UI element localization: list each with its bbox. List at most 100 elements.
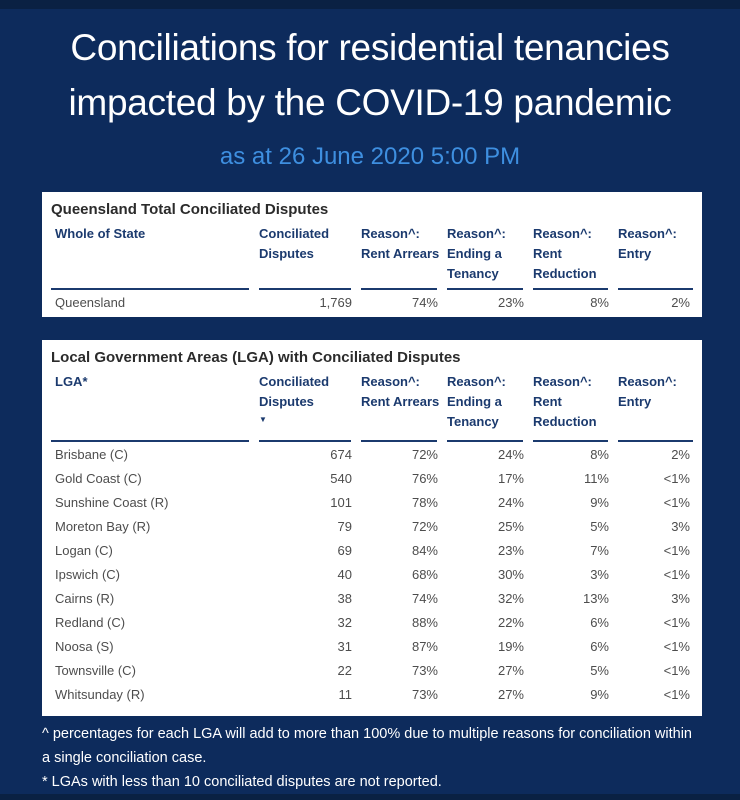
value-cell: 74% [411, 294, 438, 310]
value-cell: 84% [411, 542, 438, 558]
header-row: Whole of State Conciliated Disputes Reason… [51, 224, 693, 290]
top-edge-strip [0, 0, 740, 9]
report-timestamp: as at 26 June 2020 5:00 PM [219, 143, 521, 170]
column-header-label: Reason^: Entry [618, 226, 677, 261]
lga-table: LGA* Conciliated Disputes ▼ Reason^: Rent A… [51, 372, 693, 706]
value-cell: 3% [671, 518, 690, 534]
column-header[interactable]: Reason^: Rent Arrears [361, 224, 447, 290]
value-cell: 40 [337, 566, 352, 582]
table-row: Brisbane (C) 674 72% 24% 8% 2% [51, 442, 693, 466]
value-cell: 8% [590, 294, 609, 310]
value-cell: 72% [411, 518, 438, 534]
table-row: Ipswich (C) 40 68% 30% 3% <1% [51, 562, 693, 586]
value-cell: 78% [411, 494, 438, 510]
column-header[interactable]: Conciliated Disputes [259, 224, 361, 290]
value-cell: 7% [590, 542, 609, 558]
row-label-cell: Redland (C) [55, 614, 126, 630]
table-row: Redland (C) 32 88% 22% 6% <1% [51, 610, 693, 634]
value-cell: 27% [497, 662, 524, 678]
value-cell: 88% [411, 614, 438, 630]
table-row: Cairns (R) 38 74% 32% 13% 3% [51, 586, 693, 610]
value-cell: 9% [590, 686, 609, 702]
value-cell: 5% [590, 518, 609, 534]
row-label-cell: Logan (C) [55, 542, 113, 558]
value-cell: 76% [411, 470, 438, 486]
value-cell: 11 [338, 686, 353, 702]
row-label-cell: Brisbane (C) [55, 446, 128, 462]
footnote-lga-threshold: * LGAs with less than 10 conciliated dis… [42, 774, 442, 790]
value-cell: 31 [337, 638, 352, 654]
row-label-cell: Sunshine Coast (R) [55, 494, 169, 510]
column-header[interactable]: Reason^: Entry [618, 372, 693, 442]
value-cell: 23% [497, 294, 524, 310]
column-header[interactable]: Reason^: Rent Arrears [361, 372, 447, 442]
row-label-cell: Noosa (S) [55, 638, 114, 654]
value-cell: 9% [590, 494, 609, 510]
column-header[interactable]: LGA* [51, 372, 259, 442]
value-cell: 73% [411, 662, 438, 678]
value-cell: 23% [497, 542, 524, 558]
value-cell: 27% [497, 686, 524, 702]
column-header-label: Conciliated Disputes [259, 226, 330, 261]
value-cell: 22 [337, 662, 352, 678]
value-cell: 2% [671, 294, 690, 310]
value-cell: 72% [411, 446, 438, 462]
value-cell: 5% [590, 662, 609, 678]
row-label-cell: Queensland [55, 294, 126, 310]
column-header-label: Whole of State [55, 226, 146, 241]
table-row: Queensland 1,769 74% 23% 8% 2% [51, 290, 693, 314]
table-row: Logan (C) 69 84% 23% 7% <1% [51, 538, 693, 562]
table-row: Sunshine Coast (R) 101 78% 24% 9% <1% [51, 490, 693, 514]
value-cell: 17% [497, 470, 524, 486]
value-cell: <1% [663, 662, 690, 678]
value-cell: 69 [337, 542, 352, 558]
value-cell: 87% [411, 638, 438, 654]
value-cell: 674 [330, 446, 352, 462]
page-title-line1: Conciliations for residential tenancies [70, 27, 670, 68]
value-cell: 79 [337, 518, 352, 534]
value-cell: 32 [337, 614, 352, 630]
table-row: Whitsunday (R) 11 73% 27% 9% <1% [51, 682, 693, 706]
column-header-label: Reason^: Rent Arrears [361, 374, 440, 409]
column-header-label: LGA* [55, 374, 88, 389]
value-cell: 68% [411, 566, 438, 582]
value-cell: 540 [330, 470, 352, 486]
column-header-label: Reason^: Rent Reduction [533, 374, 597, 429]
value-cell: 3% [590, 566, 609, 582]
state-totals-card: Queensland Total Conciliated Disputes Wh… [42, 192, 702, 317]
sort-descending-icon: ▼ [259, 415, 267, 424]
value-cell: 73% [411, 686, 438, 702]
column-header[interactable]: Reason^: Ending a Tenancy [447, 372, 533, 442]
row-label-cell: Townsville (C) [55, 662, 136, 678]
state-totals-table: Whole of State Conciliated Disputes Reason… [51, 224, 693, 314]
column-header[interactable]: Reason^: Rent Reduction [533, 224, 618, 290]
page-title: Conciliations for residential tenancies … [0, 20, 740, 130]
value-cell: 74% [411, 590, 438, 606]
value-cell: 6% [590, 638, 609, 654]
column-header[interactable]: Conciliated Disputes ▼ [259, 372, 361, 442]
table-row: Gold Coast (C) 540 76% 17% 11% <1% [51, 466, 693, 490]
column-header[interactable]: Reason^: Rent Reduction [533, 372, 618, 442]
value-cell: <1% [663, 470, 690, 486]
column-header[interactable]: Reason^: Ending a Tenancy [447, 224, 533, 290]
value-cell: <1% [663, 566, 690, 582]
value-cell: <1% [663, 542, 690, 558]
value-cell: 8% [590, 446, 609, 462]
value-cell: <1% [663, 686, 690, 702]
value-cell: 2% [671, 446, 690, 462]
row-label-cell: Ipswich (C) [55, 566, 121, 582]
row-label-cell: Whitsunday (R) [55, 686, 145, 702]
row-label-cell: Moreton Bay (R) [55, 518, 151, 534]
state-table-title: Queensland Total Conciliated Disputes [51, 201, 329, 218]
column-header[interactable]: Reason^: Entry [618, 224, 693, 290]
value-cell: 38 [337, 590, 352, 606]
value-cell: 30% [497, 566, 524, 582]
column-header-label: Conciliated Disputes [259, 374, 330, 409]
column-header[interactable]: Whole of State [51, 224, 259, 290]
value-cell: 1,769 [319, 294, 352, 310]
value-cell: 24% [497, 494, 524, 510]
value-cell: <1% [663, 638, 690, 654]
column-header-label: Reason^: Entry [618, 374, 677, 409]
column-header-label: Reason^: Rent Reduction [533, 226, 597, 281]
footnote-percentages: ^ percentages for each LGA will add to m… [42, 726, 693, 766]
